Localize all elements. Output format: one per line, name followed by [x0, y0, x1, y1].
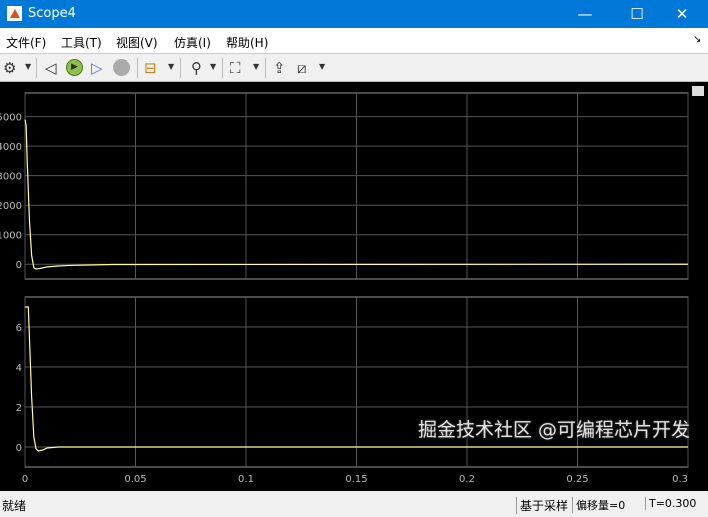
x-tick-label: 0.2	[459, 474, 475, 485]
stop-icon[interactable]	[113, 59, 130, 76]
scope-display: 0 1000 2000 3000 4000 5000 0 0.05 0.1 0.15 0.2 0.25…	[0, 83, 708, 491]
y-tick-label: 5000	[0, 113, 22, 124]
menu-tools[interactable]: 工具(T)	[61, 36, 102, 50]
y-tick-label: 2	[16, 403, 22, 414]
status-ready: 就绪	[2, 499, 27, 513]
matlab-logo-icon	[7, 6, 22, 21]
status-time: T=0.300	[645, 497, 696, 510]
x-tick-label: 0.3	[672, 474, 688, 485]
zoom-fit-icon[interactable]: ⛶	[230, 59, 241, 77]
y-tick-label: 0	[16, 443, 22, 454]
chevron-down-icon[interactable]: ▼	[253, 62, 260, 71]
x-tick-label: 0.15	[345, 474, 367, 485]
menu-view[interactable]: 视图(V)	[116, 36, 158, 50]
chevron-down-icon[interactable]: ▼	[168, 62, 175, 71]
menu-help[interactable]: 帮助(H)	[226, 36, 269, 50]
signal-selector-icon[interactable]: ⊟	[144, 59, 157, 77]
x-tick-label: 0.25	[566, 474, 588, 485]
window-title: Scope4	[28, 6, 76, 21]
scope-plots[interactable]: 0 1000 2000 3000 4000 5000 0 0.05 0.1 0.15 0.2 0.25…	[0, 83, 708, 491]
y-tick-label: 3000	[0, 172, 22, 183]
chevron-down-icon[interactable]: ▼	[25, 62, 32, 71]
dock-icon[interactable]: ↘	[693, 34, 702, 45]
maximize-button[interactable]: ☐	[630, 5, 644, 23]
cursor-measure-icon[interactable]: ⚲	[191, 59, 202, 77]
y-tick-label: 4000	[0, 142, 22, 153]
menu-file[interactable]: 文件(F)	[6, 36, 47, 50]
step-back-icon[interactable]: ◁	[45, 59, 57, 77]
status-sampling: 基于采样	[516, 497, 568, 514]
status-bar: 就绪 基于采样 偏移量=0 T=0.300	[0, 491, 708, 517]
x-tick-label: 0.1	[238, 474, 254, 485]
settings-gear-icon[interactable]: ⚙	[3, 59, 17, 77]
menu-bar: 文件(F) 工具(T) 视图(V) 仿真(I) 帮助(H) ↘	[0, 28, 708, 54]
chevron-down-icon[interactable]: ▼	[319, 62, 326, 71]
step-forward-icon[interactable]: ▷	[91, 59, 103, 77]
run-icon[interactable]: ▶	[66, 59, 83, 76]
y-tick-label: 1000	[0, 231, 22, 242]
chevron-down-icon[interactable]: ▼	[210, 62, 217, 71]
menu-simulation[interactable]: 仿真(I)	[174, 36, 211, 50]
x-tick-label: 0.05	[124, 474, 146, 485]
signal-trace	[25, 306, 688, 452]
y-tick-label: 6	[16, 323, 22, 334]
title-bar: Scope4 — ☐ ✕	[0, 0, 708, 28]
x-tick-label: 0	[22, 474, 28, 485]
status-offset: 偏移量=0	[572, 497, 625, 513]
signal-trace	[24, 119, 689, 270]
undock-axes-icon[interactable]	[692, 86, 704, 96]
toolbar: ⚙ ▼ ◁ ▶ ▷ ⊟ ▼ ⚲ ▼ ⛶ ▼ ⇪ ⧄ ▼	[0, 54, 708, 82]
close-button[interactable]: ✕	[675, 5, 689, 23]
y-tick-label: 0	[16, 260, 22, 271]
style-icon[interactable]: ⇪	[273, 59, 286, 77]
y-tick-label: 4	[16, 363, 22, 374]
y-tick-label: 2000	[0, 201, 22, 212]
minimize-button[interactable]: —	[577, 5, 593, 23]
highlight-icon[interactable]: ⧄	[297, 59, 307, 77]
